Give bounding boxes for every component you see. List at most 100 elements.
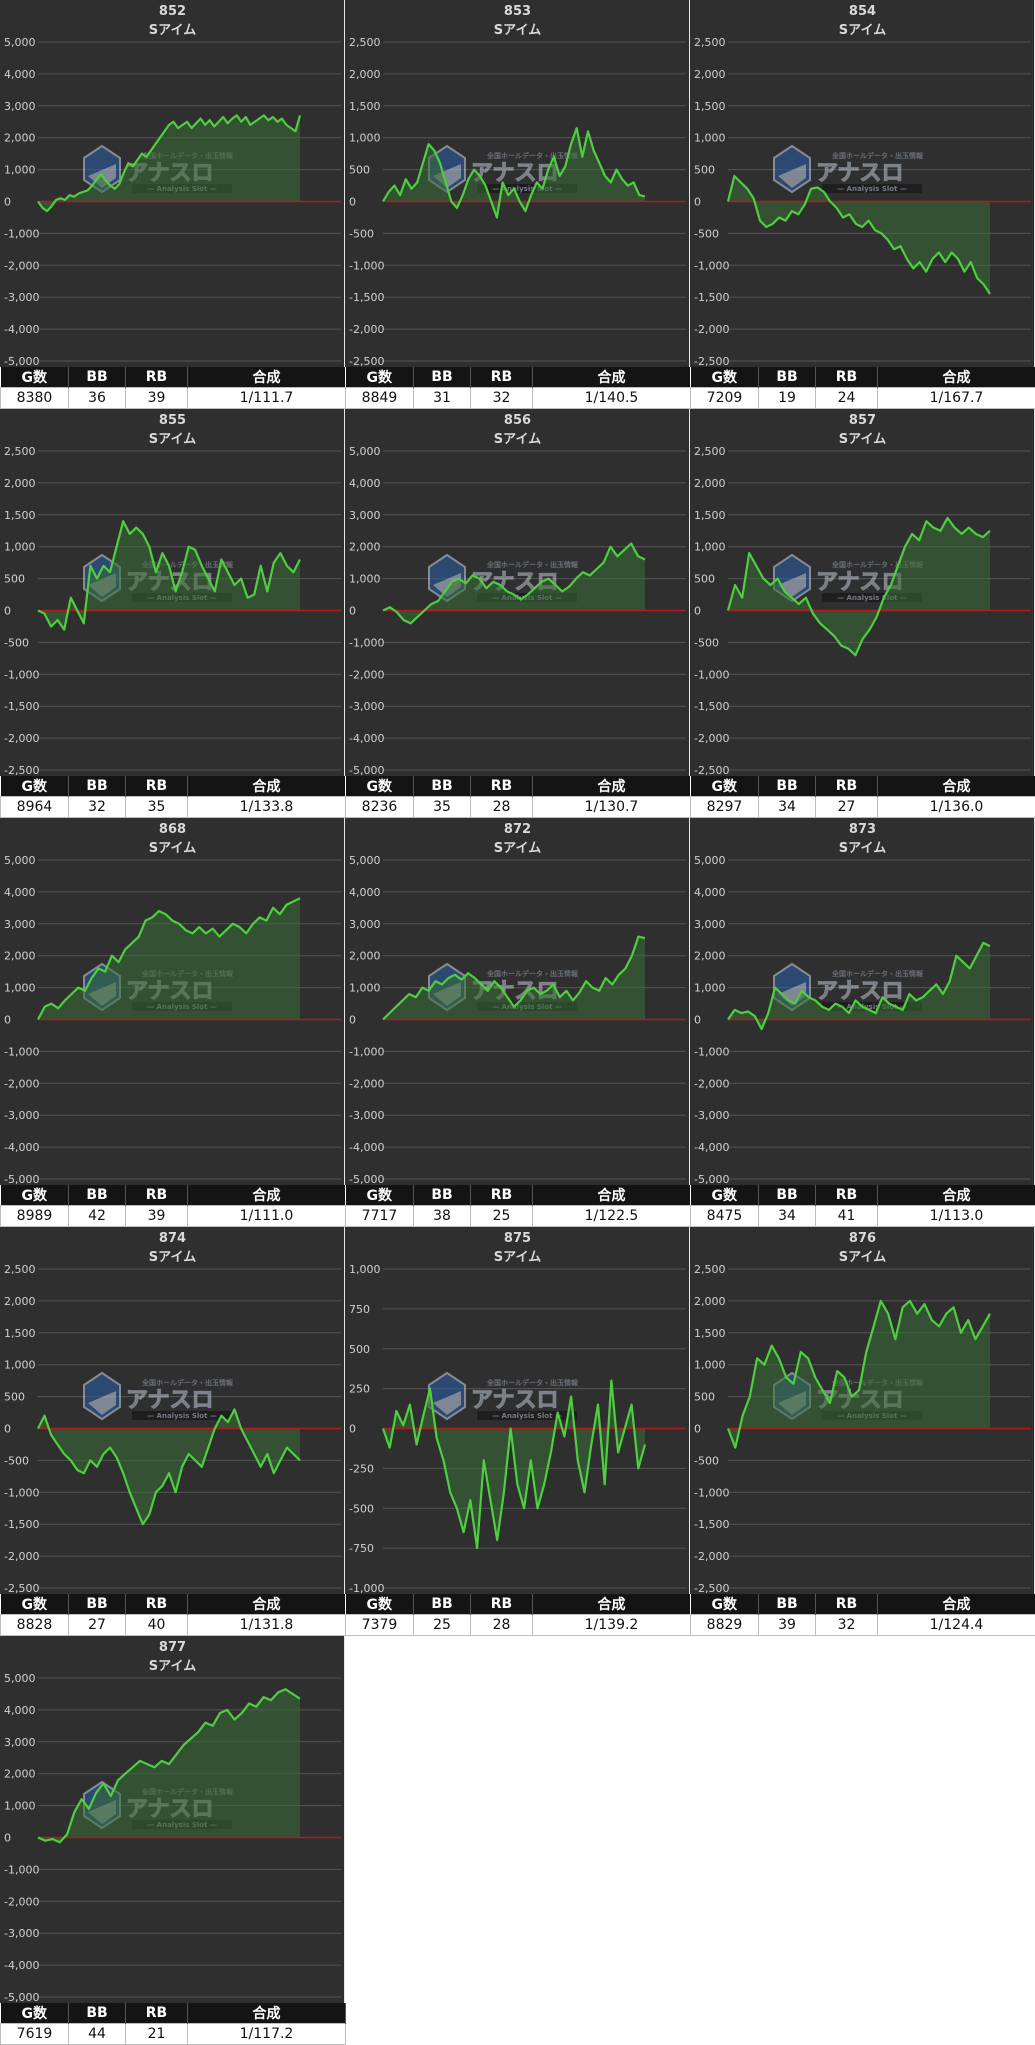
- stats-games: 8829: [690, 1614, 759, 1636]
- stats-bb: 25: [413, 1614, 471, 1636]
- chart-panel-854: 854 Sアイム 2,500 2,000 1,500 1,000 500 0 -500 -1,00…: [690, 0, 1035, 409]
- chart-panel-876: 876 Sアイム 2,500 2,000 1,500 1,000 500 0 -500 -1,00…: [690, 1227, 1035, 1636]
- line-chart-svg: 2,500 2,000 1,500 1,000 500 0 -500 -1,000 -1,500…: [4, 445, 341, 776]
- series-area: [38, 115, 300, 212]
- chart-title: 874: [158, 1231, 187, 1246]
- series-area: [38, 1409, 300, 1525]
- line-chart-svg: 5,000 4,000 3,000 2,000 1,000 0 -1,000 -2,000 -3…: [4, 36, 341, 367]
- chart-subtitle: Sアイム: [148, 1250, 197, 1265]
- chart-area: 868 Sアイム 5,000 4,000 3,000 2,000 1,000 0 -1,000 -…: [0, 818, 345, 1185]
- y-tick-label: 750: [349, 1303, 370, 1316]
- line-chart-svg: 2,500 2,000 1,500 1,000 500 0 -500 -1,000 -1,500…: [694, 36, 1031, 367]
- chart-panel-856: 856 Sアイム 5,000 4,000 3,000 2,000 1,000 0 -1,000 -…: [345, 409, 691, 818]
- y-tick-label: 5,000: [4, 36, 36, 49]
- watermark-topline: 全国ホールデータ・出玉情報: [831, 969, 924, 978]
- stats-combined: 1/167.7: [877, 387, 1035, 409]
- y-tick-label: 2,500: [349, 36, 381, 49]
- y-tick-label: -2,500: [4, 1582, 39, 1594]
- watermark-tagline: — Analysis Slot —: [492, 1412, 562, 1420]
- stats-bb: 31: [413, 387, 471, 409]
- stats-rb: 32: [470, 387, 533, 409]
- stats-row: 8297 34 27 1/136.0: [690, 796, 1035, 818]
- y-tick-label: -1,500: [694, 1518, 729, 1531]
- stats-combined: 1/136.0: [877, 796, 1035, 818]
- stats-header: G数: [345, 776, 414, 797]
- chart-subtitle: Sアイム: [838, 841, 887, 856]
- y-tick-label: 2,000: [694, 68, 726, 81]
- stats-row: 8380 36 39 1/111.7: [0, 387, 346, 409]
- stats-combined: 1/122.5: [532, 1205, 691, 1227]
- y-tick-label: -3,000: [4, 1109, 39, 1122]
- stats-header: BB: [413, 1594, 471, 1615]
- line-chart-svg: 2,500 2,000 1,500 1,000 500 0 -500 -1,000 -1,500…: [349, 36, 686, 367]
- stats-header: G数: [690, 367, 759, 388]
- y-tick-label: 1,000: [4, 982, 36, 995]
- stats-bb: 36: [68, 387, 126, 409]
- y-tick-label: -500: [4, 1454, 29, 1467]
- y-tick-label: -3,000: [349, 700, 384, 713]
- y-tick-label: -1,500: [4, 700, 39, 713]
- y-tick-label: -5,000: [4, 355, 39, 367]
- chart-area: 874 Sアイム 2,500 2,000 1,500 1,000 500 0 -500 -1,00…: [0, 1227, 345, 1594]
- y-tick-label: 4,000: [349, 886, 381, 899]
- stats-bb: 39: [758, 1614, 816, 1636]
- chart-subtitle: Sアイム: [493, 1250, 542, 1265]
- watermark-tagline: — Analysis Slot —: [837, 185, 907, 193]
- chart-area: 877 Sアイム 5,000 4,000 3,000 2,000 1,000 0 -1,000 -…: [0, 1636, 345, 2003]
- stats-bb: 34: [758, 796, 816, 818]
- y-tick-label: -750: [349, 1542, 374, 1555]
- chart-title: 868: [158, 822, 187, 837]
- chart-subtitle: Sアイム: [838, 432, 887, 447]
- y-tick-label: 500: [694, 1391, 715, 1404]
- chart-area: 854 Sアイム 2,500 2,000 1,500 1,000 500 0 -500 -1,00…: [690, 0, 1035, 367]
- y-tick-label: 2,500: [4, 445, 36, 458]
- y-tick-label: 2,000: [694, 477, 726, 490]
- y-tick-label: -500: [694, 1454, 719, 1467]
- stats-combined: 1/111.7: [187, 387, 346, 409]
- y-tick-label: -2,000: [694, 1077, 729, 1090]
- y-tick-label: -5,000: [349, 764, 384, 776]
- y-tick-label: 1,000: [349, 573, 381, 586]
- line-chart-svg: 5,000 4,000 3,000 2,000 1,000 0 -1,000 -2,000 -3…: [349, 854, 686, 1185]
- y-tick-label: 1,000: [349, 132, 381, 145]
- y-tick-label: -1,500: [4, 1518, 39, 1531]
- chart-area: 873 Sアイム 5,000 4,000 3,000 2,000 1,000 0 -1,000 -…: [690, 818, 1035, 1185]
- y-tick-label: 0: [349, 196, 356, 209]
- chart-subtitle: Sアイム: [148, 432, 197, 447]
- series-area: [728, 518, 990, 656]
- y-tick-label: 2,500: [4, 1263, 36, 1276]
- stats-rb: 21: [125, 2023, 188, 2045]
- stats-combined: 1/117.2: [187, 2023, 346, 2045]
- y-tick-label: 4,000: [349, 477, 381, 490]
- line-chart-svg: 2,500 2,000 1,500 1,000 500 0 -500 -1,000 -1,500…: [694, 1263, 1031, 1594]
- y-tick-label: 2,000: [349, 950, 381, 963]
- series-area: [728, 1300, 990, 1448]
- y-tick-label: 2,000: [4, 132, 36, 145]
- stats-header: 合成: [532, 367, 691, 388]
- stats-table: G数 BB RB 合成 8380 36 39 1/111.7: [0, 367, 346, 409]
- stats-header: BB: [758, 367, 816, 388]
- chart-title: 852: [158, 4, 187, 19]
- chart-subtitle: Sアイム: [838, 1250, 887, 1265]
- y-tick-label: -1,000: [694, 259, 729, 272]
- y-tick-label: 500: [4, 573, 25, 586]
- line-chart-svg: 5,000 4,000 3,000 2,000 1,000 0 -1,000 -2,000 -3…: [4, 1672, 341, 2003]
- y-tick-label: 2,000: [694, 950, 726, 963]
- y-tick-label: -2,500: [349, 355, 384, 367]
- stats-games: 7379: [345, 1614, 414, 1636]
- chart-panel-873: 873 Sアイム 5,000 4,000 3,000 2,000 1,000 0 -1,000 -…: [690, 818, 1035, 1227]
- y-tick-label: -250: [349, 1462, 374, 1475]
- stats-header: G数: [690, 1185, 759, 1206]
- y-tick-label: 4,000: [4, 68, 36, 81]
- series-line: [382, 127, 646, 219]
- chart-title: 873: [848, 822, 877, 837]
- line-chart-svg: 5,000 4,000 3,000 2,000 1,000 0 -1,000 -2,000 -3…: [694, 854, 1031, 1185]
- y-tick-label: -500: [349, 1502, 374, 1515]
- y-tick-label: 4,000: [4, 1704, 36, 1717]
- y-tick-label: 500: [349, 164, 370, 177]
- series-line: [37, 1408, 301, 1526]
- y-tick-label: 1,500: [694, 509, 726, 522]
- stats-header: BB: [758, 776, 816, 797]
- y-tick-label: 2,500: [694, 36, 726, 49]
